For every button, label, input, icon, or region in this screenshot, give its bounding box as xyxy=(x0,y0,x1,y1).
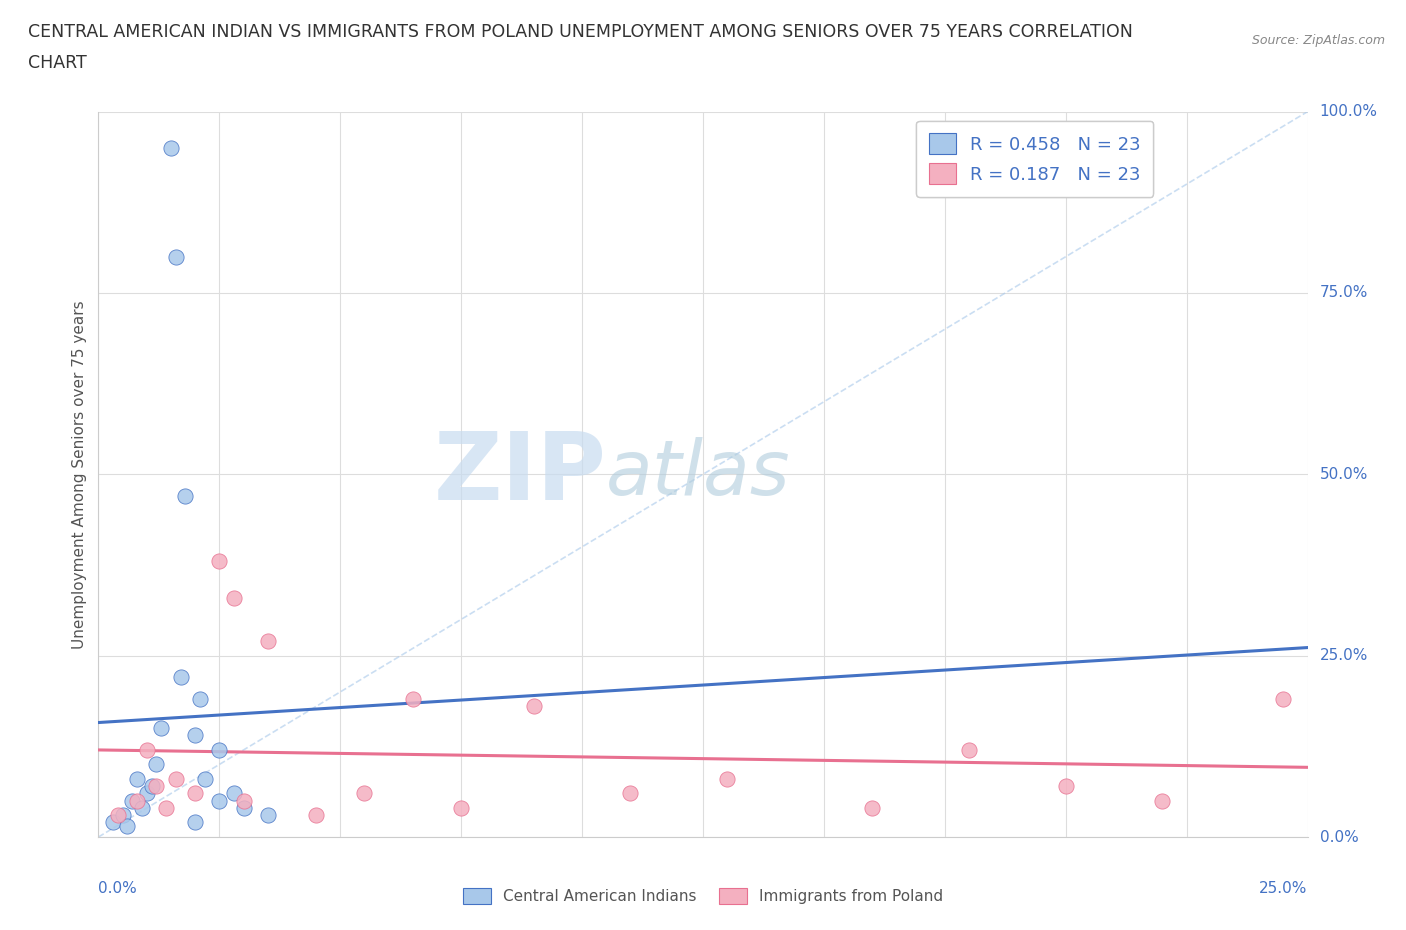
Text: 0.0%: 0.0% xyxy=(98,881,138,896)
Point xyxy=(184,815,207,830)
Point xyxy=(222,591,245,605)
Point xyxy=(121,793,143,808)
Point xyxy=(184,728,207,743)
Point xyxy=(160,140,183,155)
Text: 75.0%: 75.0% xyxy=(1320,286,1368,300)
Point xyxy=(131,801,153,816)
Text: 25.0%: 25.0% xyxy=(1260,881,1308,896)
Point xyxy=(716,772,738,787)
Point xyxy=(165,249,187,264)
Point xyxy=(174,488,197,503)
Point xyxy=(1272,692,1295,707)
Text: 25.0%: 25.0% xyxy=(1320,648,1368,663)
Point xyxy=(523,699,546,714)
Point xyxy=(619,786,641,801)
Text: atlas: atlas xyxy=(606,437,790,512)
Point xyxy=(184,786,207,801)
Point xyxy=(145,778,167,793)
Point xyxy=(127,772,149,787)
Legend: Central American Indians, Immigrants from Poland: Central American Indians, Immigrants fro… xyxy=(454,879,952,913)
Point xyxy=(127,793,149,808)
Point xyxy=(1152,793,1174,808)
Text: 50.0%: 50.0% xyxy=(1320,467,1368,482)
Point xyxy=(208,554,231,569)
Point xyxy=(194,772,217,787)
Point xyxy=(450,801,472,816)
Point xyxy=(222,786,245,801)
Point xyxy=(1054,778,1077,793)
Point xyxy=(402,692,425,707)
Y-axis label: Unemployment Among Seniors over 75 years: Unemployment Among Seniors over 75 years xyxy=(72,300,87,648)
Point xyxy=(135,742,157,757)
Point xyxy=(353,786,375,801)
Point xyxy=(208,793,231,808)
Point xyxy=(101,815,124,830)
Point xyxy=(208,742,231,757)
Point xyxy=(141,778,163,793)
Point xyxy=(305,808,328,823)
Text: Source: ZipAtlas.com: Source: ZipAtlas.com xyxy=(1251,34,1385,47)
Point xyxy=(256,633,278,648)
Text: 0.0%: 0.0% xyxy=(1320,830,1358,844)
Point xyxy=(165,772,187,787)
Point xyxy=(169,670,191,684)
Point xyxy=(860,801,883,816)
Text: ZIP: ZIP xyxy=(433,429,606,520)
Point xyxy=(117,818,139,833)
Text: 100.0%: 100.0% xyxy=(1320,104,1378,119)
Point xyxy=(957,742,980,757)
Point xyxy=(232,793,254,808)
Point xyxy=(150,721,173,736)
Point xyxy=(145,757,167,772)
Text: CHART: CHART xyxy=(28,54,87,72)
Point xyxy=(232,801,254,816)
Point xyxy=(111,808,134,823)
Point xyxy=(188,692,211,707)
Point xyxy=(135,786,157,801)
Point xyxy=(107,808,129,823)
Text: CENTRAL AMERICAN INDIAN VS IMMIGRANTS FROM POLAND UNEMPLOYMENT AMONG SENIORS OVE: CENTRAL AMERICAN INDIAN VS IMMIGRANTS FR… xyxy=(28,23,1133,41)
Legend: R = 0.458   N = 23, R = 0.187   N = 23: R = 0.458 N = 23, R = 0.187 N = 23 xyxy=(917,121,1153,196)
Point xyxy=(155,801,177,816)
Point xyxy=(256,808,278,823)
